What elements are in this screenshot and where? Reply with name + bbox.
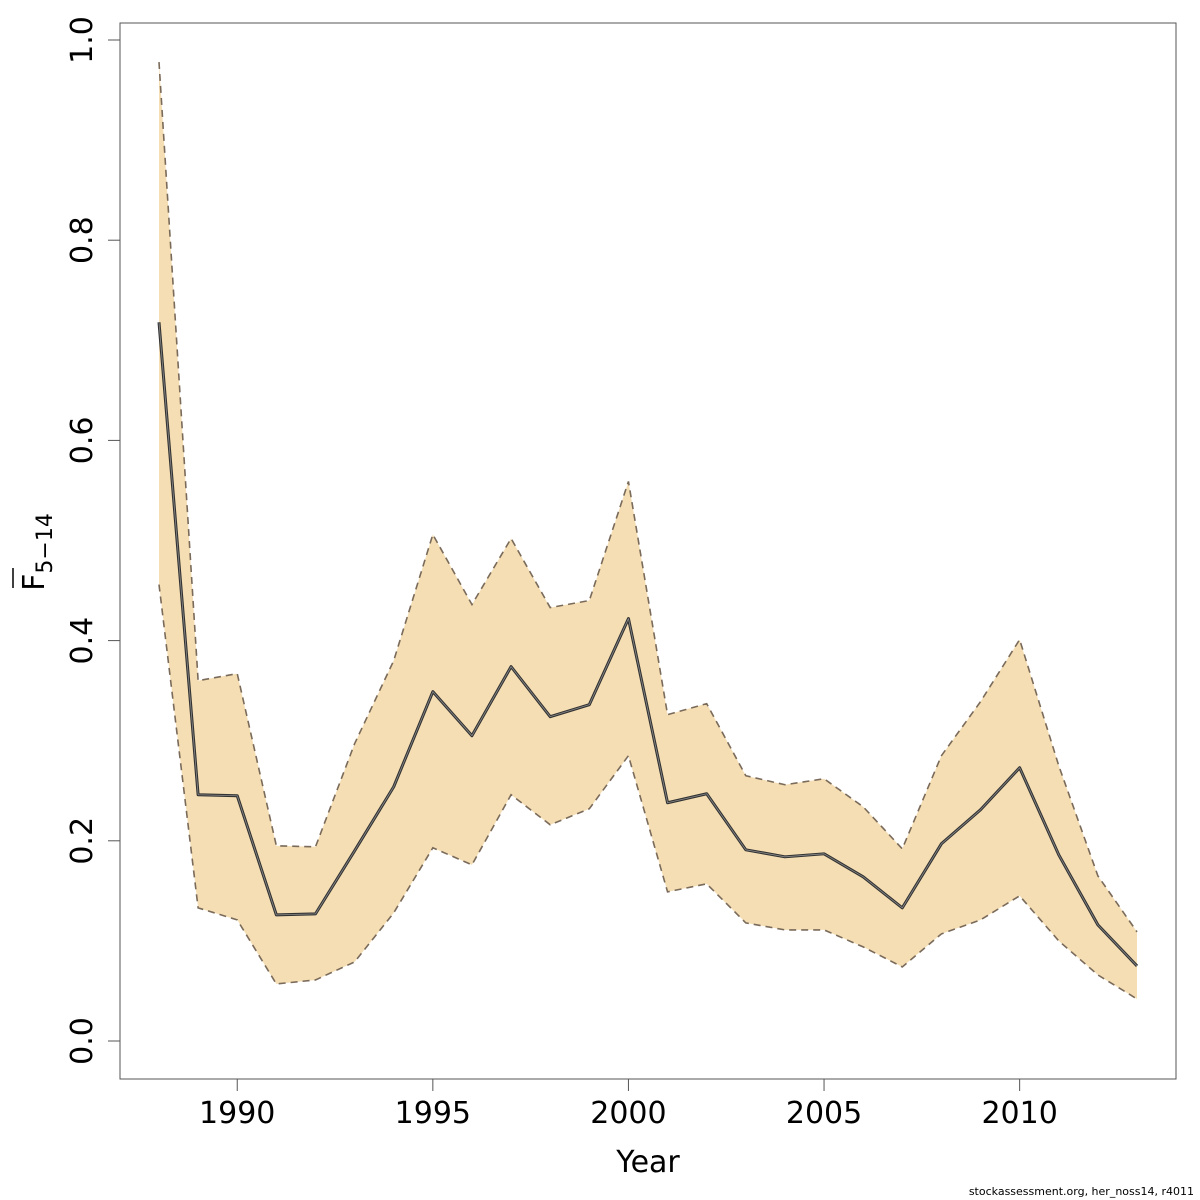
x-tick-label: 1995 xyxy=(395,1096,471,1131)
y-tick-label: 0.8 xyxy=(65,216,100,264)
confidence-band-layer xyxy=(159,62,1137,999)
upper-bound-line xyxy=(158,61,1138,933)
footer-text: stockassessment.org, her_noss14, r4011 xyxy=(968,1185,1194,1198)
svg-text:F5−14: F5−14 xyxy=(17,513,58,591)
lower-bound-line xyxy=(158,584,1138,1000)
x-tick-label: 2000 xyxy=(590,1096,666,1131)
y-tick-label-group: 0.0 xyxy=(65,1017,100,1065)
y-tick-label-group: 0.8 xyxy=(65,216,100,264)
y-tick-label-group: 0.6 xyxy=(65,417,100,465)
x-tick-label: 1990 xyxy=(199,1096,275,1131)
y-tick-label-group: 0.2 xyxy=(65,817,100,865)
y-tick-label: 1.0 xyxy=(65,16,100,64)
y-tick-label-group: 1.0 xyxy=(65,16,100,64)
y-tick-label: 0.4 xyxy=(65,617,100,665)
x-axis-title: Year xyxy=(615,1145,680,1180)
x-tick-label: 2010 xyxy=(981,1096,1057,1131)
y-tick-label: 0.0 xyxy=(65,1017,100,1065)
y-axis-title: F5−14 xyxy=(12,513,58,591)
y-axis: 0.0 0.2 0.4 0.6 0.8 1.0 xyxy=(65,16,121,1065)
estimate-line-layer xyxy=(157,61,1139,1000)
estimate-line-core xyxy=(158,322,1138,967)
x-axis: 1990 1995 2000 2005 2010 xyxy=(199,1078,1058,1131)
y-axis-title-main: F xyxy=(17,574,52,591)
y-tick-label: 0.2 xyxy=(65,817,100,865)
confidence-band xyxy=(159,62,1137,999)
y-axis-title-subscript: 5−14 xyxy=(33,513,58,573)
y-tick-label: 0.6 xyxy=(65,417,100,465)
x-tick-label: 2005 xyxy=(786,1096,862,1131)
y-tick-label-group: 0.4 xyxy=(65,617,100,665)
